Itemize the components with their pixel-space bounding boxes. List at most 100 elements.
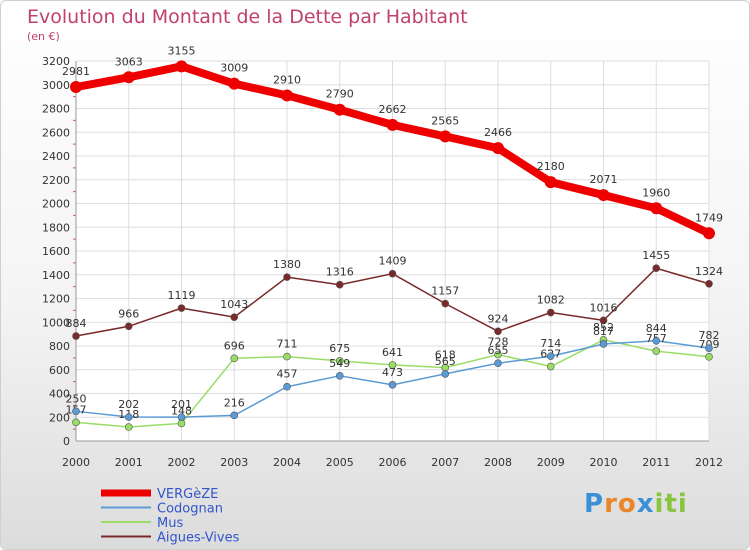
- data-label: 202: [118, 398, 139, 411]
- data-point: [599, 316, 608, 325]
- data-point: [283, 273, 291, 281]
- y-tick-label: 3200: [42, 55, 70, 68]
- data-label: 675: [329, 342, 350, 355]
- data-label: 1316: [326, 266, 354, 279]
- y-tick-label: 2600: [42, 126, 70, 139]
- data-label: 696: [224, 339, 245, 352]
- y-tick-label: 200: [49, 411, 70, 424]
- x-tick-label: 2002: [168, 456, 196, 469]
- y-tick-label: 2400: [42, 150, 70, 163]
- data-label: 250: [66, 392, 87, 405]
- data-label: 711: [277, 338, 298, 351]
- y-tick-label: 2800: [42, 103, 70, 116]
- data-label: 618: [435, 349, 456, 362]
- data-label: 884: [66, 317, 87, 330]
- legend-label: Aigues-Vives: [157, 531, 240, 546]
- x-tick-label: 2000: [62, 456, 90, 469]
- data-point: [388, 361, 397, 369]
- data-point: [72, 407, 80, 416]
- data-point: [652, 336, 661, 345]
- logo-letter: t: [664, 489, 678, 519]
- data-point: [283, 382, 291, 391]
- data-label: 1016: [590, 301, 618, 314]
- data-label: 473: [382, 366, 403, 379]
- data-label: 641: [382, 346, 403, 359]
- data-point: [546, 362, 555, 371]
- y-tick-label: 1000: [42, 316, 70, 329]
- x-tick-label: 2010: [590, 456, 618, 469]
- data-point: [386, 118, 399, 131]
- data-label: 2981: [62, 65, 90, 78]
- data-label: 1409: [379, 255, 407, 268]
- x-tick-label: 2004: [273, 456, 301, 469]
- x-tick-label: 2005: [326, 456, 354, 469]
- data-label: 2071: [590, 173, 618, 186]
- logo-letter: r: [604, 489, 618, 519]
- data-label: 1960: [642, 186, 670, 199]
- data-label: 1082: [537, 294, 565, 307]
- data-point: [177, 419, 186, 428]
- data-label: 216: [224, 396, 245, 409]
- y-tick-label: 1400: [42, 269, 70, 282]
- data-point: [124, 322, 133, 331]
- data-label: 201: [171, 398, 192, 411]
- data-point: [492, 142, 504, 155]
- logo-letter: x: [636, 489, 655, 519]
- logo-letter: o: [617, 489, 637, 519]
- data-label: 565: [435, 355, 456, 368]
- data-point: [177, 304, 186, 312]
- data-point: [705, 344, 713, 352]
- x-tick-label: 2008: [484, 456, 512, 469]
- data-point: [177, 413, 186, 421]
- legend-label: VERGèZE: [157, 487, 218, 502]
- data-point: [124, 423, 133, 431]
- x-tick-label: 2012: [695, 456, 723, 469]
- x-tick-label: 2006: [379, 456, 407, 469]
- data-label: 1749: [695, 211, 723, 224]
- logo-letter: i: [677, 489, 688, 519]
- data-label: 1043: [220, 298, 248, 311]
- data-label: 3009: [220, 62, 248, 75]
- data-point: [705, 279, 713, 288]
- y-tick-label: 400: [49, 388, 70, 401]
- data-point: [441, 299, 450, 308]
- data-label: 1157: [431, 285, 459, 298]
- data-point: [494, 359, 502, 368]
- x-tick-label: 2011: [642, 456, 670, 469]
- data-label: 549: [329, 357, 350, 370]
- data-label: 3063: [115, 55, 143, 68]
- data-point: [650, 202, 663, 215]
- data-label: 2180: [537, 160, 565, 173]
- data-point: [544, 176, 557, 189]
- y-tick-label: 2200: [42, 174, 70, 187]
- data-point: [335, 280, 344, 289]
- chart-subtitle: (en €): [27, 30, 60, 43]
- logo-letter: P: [584, 489, 605, 519]
- data-label: 709: [699, 338, 720, 351]
- data-label: 2565: [431, 114, 459, 127]
- data-label: 2662: [379, 103, 407, 116]
- data-point: [388, 269, 397, 278]
- data-label: 2790: [326, 88, 354, 101]
- data-point: [546, 352, 555, 361]
- data-point: [597, 189, 610, 202]
- x-tick-label: 2007: [431, 456, 459, 469]
- data-point: [230, 411, 239, 420]
- data-point: [439, 130, 452, 143]
- data-label: 852: [593, 321, 614, 334]
- data-point: [599, 340, 608, 348]
- x-tick-label: 2009: [537, 456, 565, 469]
- data-point: [230, 313, 239, 321]
- y-tick-label: 1600: [42, 245, 70, 258]
- data-label: 844: [646, 322, 667, 335]
- data-point: [283, 352, 291, 361]
- data-label: 924: [488, 312, 509, 325]
- data-point: [546, 308, 555, 317]
- data-point: [494, 350, 502, 359]
- data-point: [72, 418, 80, 427]
- data-point: [703, 227, 715, 240]
- data-point: [70, 81, 82, 94]
- data-label: 782: [699, 329, 720, 342]
